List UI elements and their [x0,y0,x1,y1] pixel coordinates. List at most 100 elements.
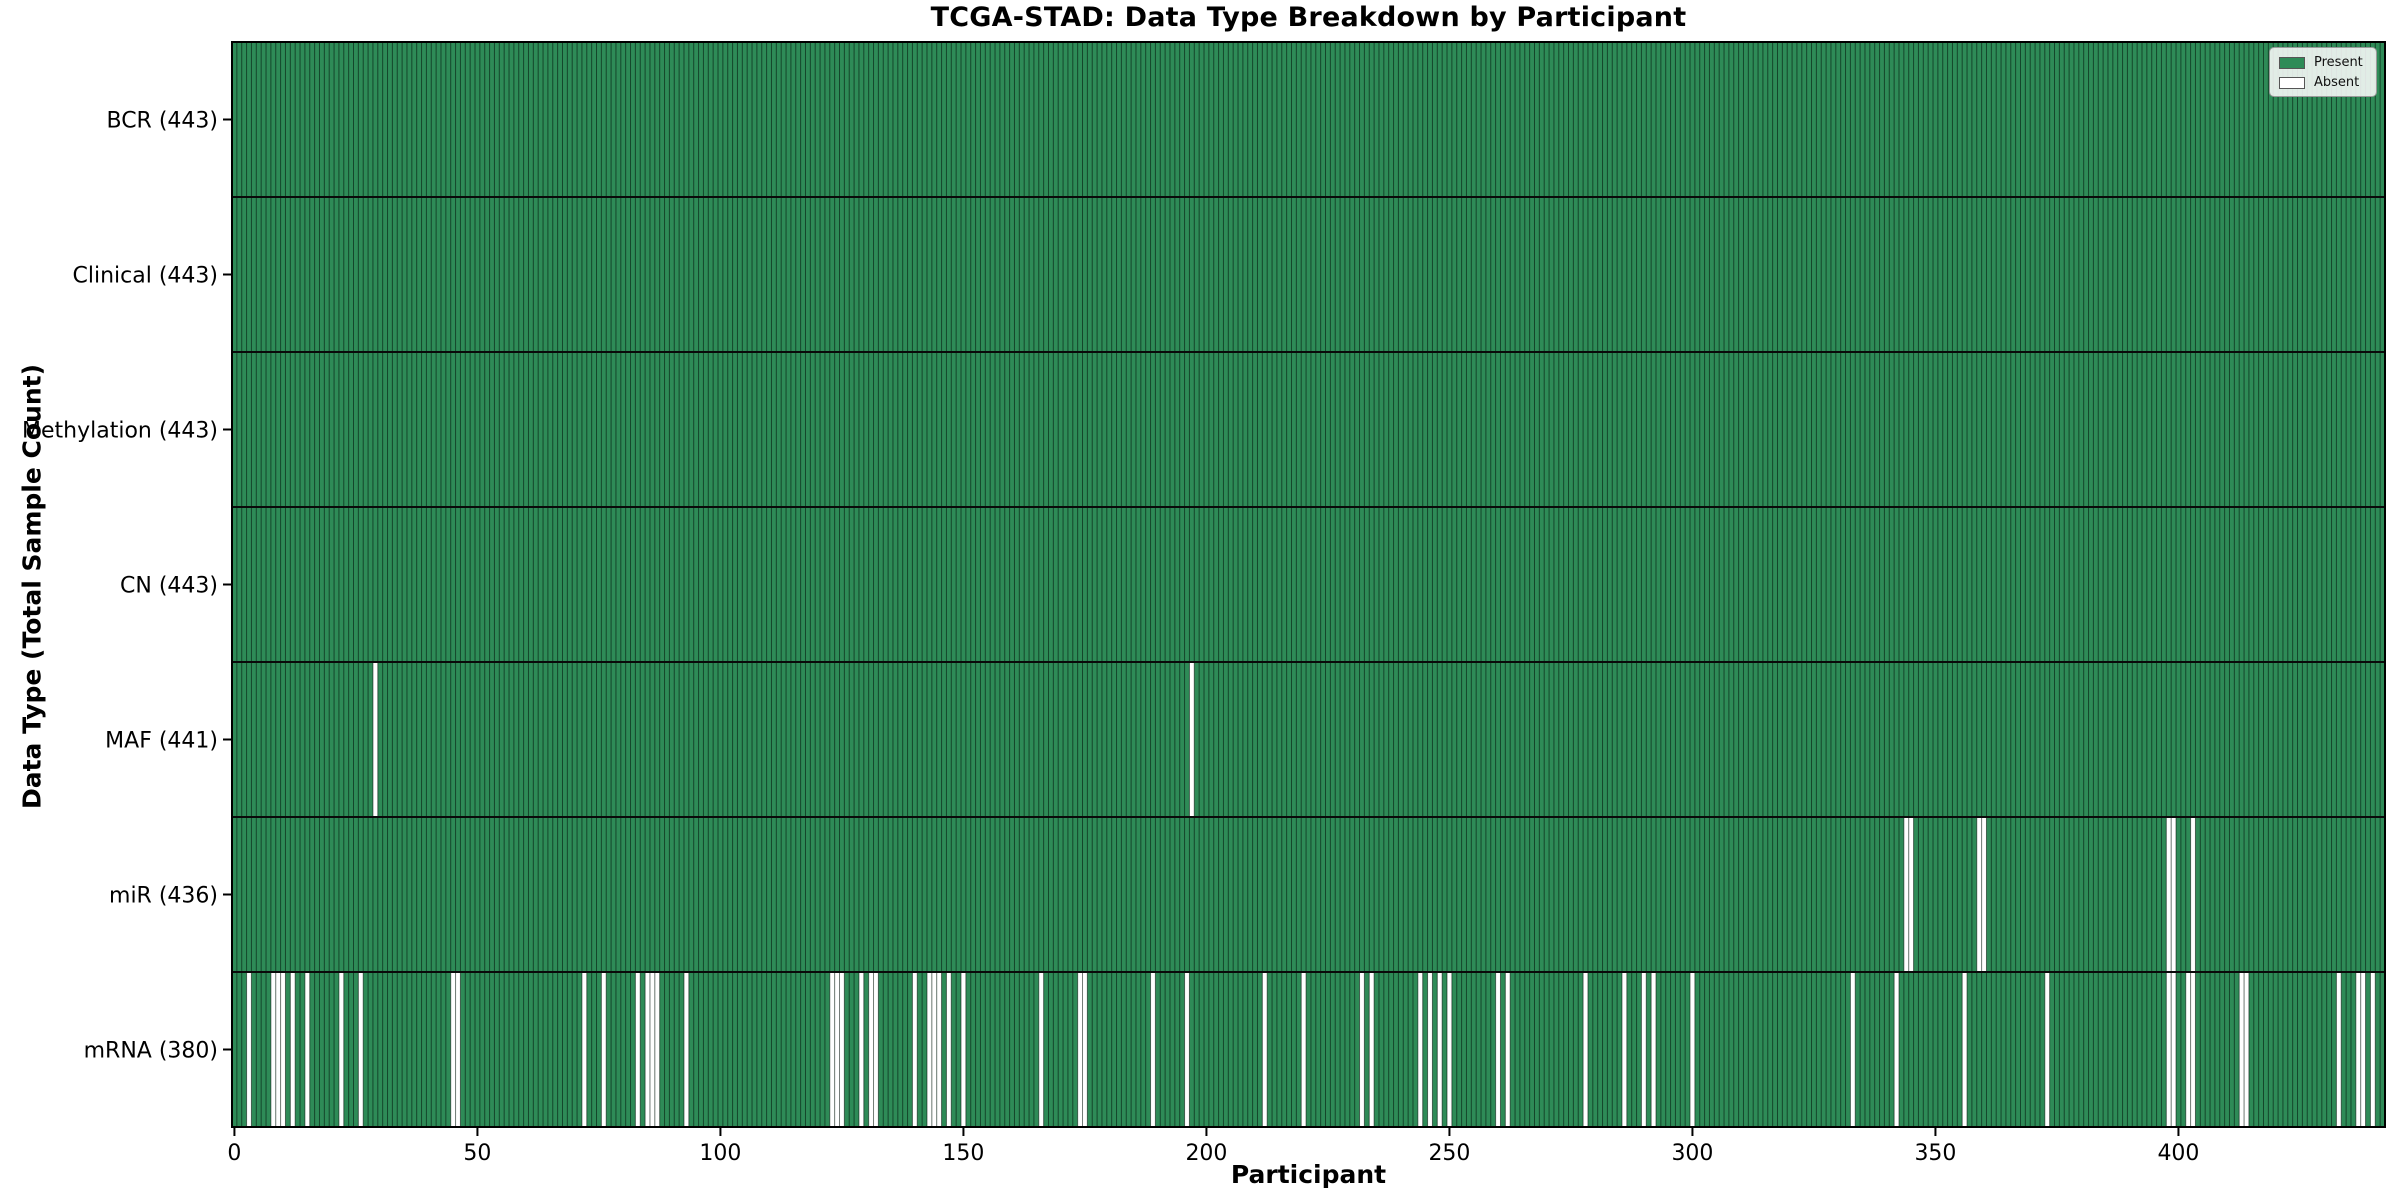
absent-bar [2166,817,2172,972]
absent-bar [2370,972,2376,1127]
legend-label-present: Present [2314,55,2363,70]
legend-swatch-absent-icon [2279,76,2305,89]
y-axis-ticks: BCR (443) Clinical (443) Methylation (443)… [22,109,232,1064]
absent-bar [2360,972,2366,1127]
absent-bar [635,972,641,1127]
absent-bar [1651,972,1656,1127]
absent-bar [1077,972,1083,1127]
absent-bar [2239,972,2245,1127]
absent-bar [645,972,650,1127]
absent-bar [683,972,689,1127]
absent-bar [2190,817,2196,972]
absent-bar [1427,972,1433,1127]
row-dividers [232,196,2385,973]
legend: Present Absent [2269,47,2377,97]
x-tick-label: 250 [1428,1141,1470,1166]
absent-bar [931,972,937,1127]
absent-bar [2190,972,2196,1127]
y-tick-label-Methylation: Methylation (443) [22,419,218,444]
absent-bar [1437,972,1443,1127]
absent-bar [2171,972,2177,1127]
present-field [232,42,2385,1127]
absent-bar [1189,662,1195,817]
absent-bar [2336,972,2342,1127]
absent-bar [961,972,966,1127]
y-axis-label: Data Type (Total Sample Count) [17,363,47,810]
absent-bar [1447,972,1452,1127]
absent-bar [358,972,364,1127]
x-tick-label: 0 [227,1141,241,1166]
y-tick-label-mRNA: mRNA (380) [84,1039,218,1064]
absent-bar [280,972,286,1127]
y-tick-label-BCR: BCR (443) [106,109,218,134]
absent-bar [1903,817,1909,972]
absent-bar [936,972,942,1127]
absent-bar [304,972,310,1127]
absent-bar [829,972,835,1127]
absent-bar [1150,972,1156,1127]
y-tick-label-Clinical: Clinical (443) [73,264,218,289]
absent-bar [1850,972,1856,1127]
x-tick-label: 300 [1671,1141,1713,1166]
absent-bar [2244,972,2249,1127]
absent-bar [1369,972,1375,1127]
absent-bar [1262,972,1268,1127]
x-axis-ticks: 0 50 100 150 200 250 300 350 400 [227,1127,2199,1166]
absent-bars-MAF [372,662,1195,817]
absent-bar [946,972,952,1127]
bar-edges [231,42,2386,1127]
legend-item-present: Present [2279,55,2367,70]
absent-bar [1981,817,1987,972]
absent-bar [1621,972,1627,1127]
absent-bar [581,972,587,1127]
absent-bars-miR [1903,817,2196,972]
absent-bar [2355,972,2361,1127]
absent-bar [2044,972,2050,1127]
absent-bar [873,972,879,1127]
absent-bar [1505,972,1511,1127]
absent-bar [1908,817,1914,972]
absent-bar [1894,972,1899,1127]
x-tick-label: 100 [699,1141,741,1166]
absent-bar [912,972,918,1127]
absent-bar [275,972,281,1127]
absent-bar [1976,817,1982,972]
x-tick-label: 200 [1185,1141,1227,1166]
absent-bar [246,972,252,1127]
y-tick-label-CN: CN (443) [120,574,218,599]
absent-bar [270,972,276,1127]
chart-title: TCGA-STAD: Data Type Breakdown by Partic… [930,2,1687,33]
x-tick-label: 400 [2157,1141,2199,1166]
absent-bar [1495,972,1501,1127]
absent-bar [455,972,461,1127]
absent-bar [1082,972,1088,1127]
absent-bar [1417,972,1423,1127]
y-tick-label-miR: miR (436) [109,884,218,909]
absent-bar [868,972,874,1127]
absent-bars-mRNA [246,972,2376,1127]
y-tick-label-MAF: MAF (441) [105,729,218,754]
absent-bar [338,972,344,1127]
absent-bar [450,972,456,1127]
x-axis-label: Participant [1230,1160,1387,1189]
absent-bar [834,972,840,1127]
legend-swatch-present-icon [2279,56,2305,69]
absent-bar [1301,972,1307,1127]
absent-bar [926,972,932,1127]
absent-bar [1690,972,1695,1127]
absent-bar [372,662,378,817]
legend-item-absent: Absent [2279,75,2367,90]
absent-bar [858,972,864,1127]
legend-label-absent: Absent [2314,75,2360,90]
absent-bar [1184,972,1190,1127]
absent-bar [649,972,655,1127]
absent-bar [1641,972,1647,1127]
x-tick-label: 350 [1914,1141,1956,1166]
absent-bar [601,972,607,1127]
absent-bar [2166,972,2172,1127]
absent-bar [2171,817,2177,972]
absent-bar [839,972,845,1127]
x-tick-label: 150 [942,1141,984,1166]
absent-bar [2185,972,2191,1127]
